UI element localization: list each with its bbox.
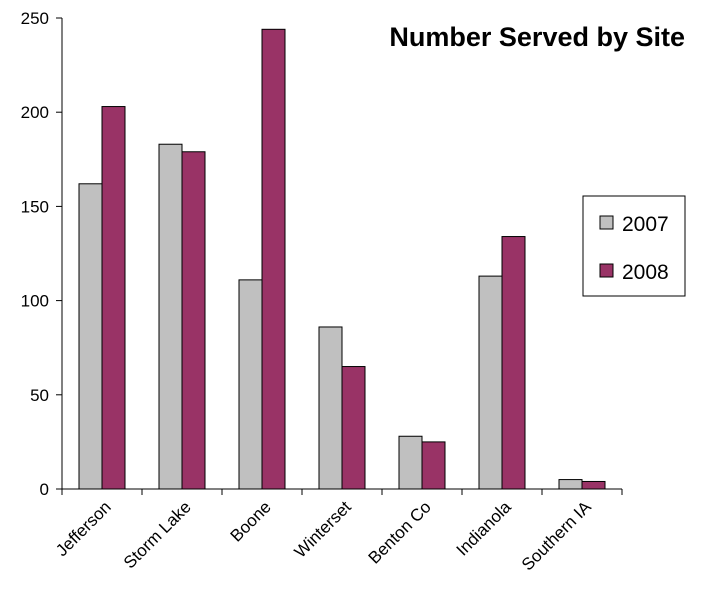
y-tick-label: 0 (40, 480, 49, 499)
y-tick-label: 150 (21, 197, 49, 216)
chart-title: Number Served by Site (389, 22, 685, 52)
y-axis-ticks: 0 50 100 150 200 250 (21, 9, 62, 499)
x-axis-ticks (61, 489, 623, 495)
bar-2008-winterset (341, 366, 366, 490)
bar-2008-benton-co (421, 441, 446, 490)
bar-2007-indianola (478, 275, 503, 490)
bar-2007-winterset (318, 326, 343, 490)
legend-swatch-2008 (599, 263, 614, 278)
bars (78, 28, 606, 490)
category-label: Southern IA (518, 497, 595, 574)
category-labels: Jefferson Storm Lake Boone Winterset Benton … (52, 497, 595, 574)
category-label: Boone (227, 497, 275, 545)
bar-2008-southern-ia (581, 480, 606, 490)
category-label: Benton Co (365, 497, 435, 567)
category-label: Winterset (291, 497, 355, 561)
bar-2007-benton-co (398, 435, 423, 490)
bar-2007-southern-ia (558, 479, 583, 490)
legend-swatch-2007 (599, 215, 614, 230)
bar-2008-jefferson (101, 106, 126, 490)
legend-label-2008: 2008 (622, 261, 669, 284)
legend-label-2007: 2007 (622, 213, 669, 236)
bar-2007-jefferson (78, 183, 103, 490)
legend: 2007 2008 (582, 195, 686, 297)
category-label: Jefferson (52, 497, 115, 560)
y-tick-label: 200 (21, 103, 49, 122)
bar-2007-storm-lake (158, 143, 183, 490)
legend-box (582, 195, 686, 297)
y-tick-label: 100 (21, 292, 49, 311)
y-tick-label: 250 (21, 9, 49, 28)
category-label: Indianola (453, 497, 516, 560)
category-label: Storm Lake (120, 497, 195, 572)
bar-2008-boone (261, 28, 286, 490)
y-tick-label: 50 (30, 386, 49, 405)
bar-2008-indianola (501, 236, 526, 490)
bar-2007-boone (238, 279, 263, 490)
bar-2008-storm-lake (181, 151, 206, 490)
